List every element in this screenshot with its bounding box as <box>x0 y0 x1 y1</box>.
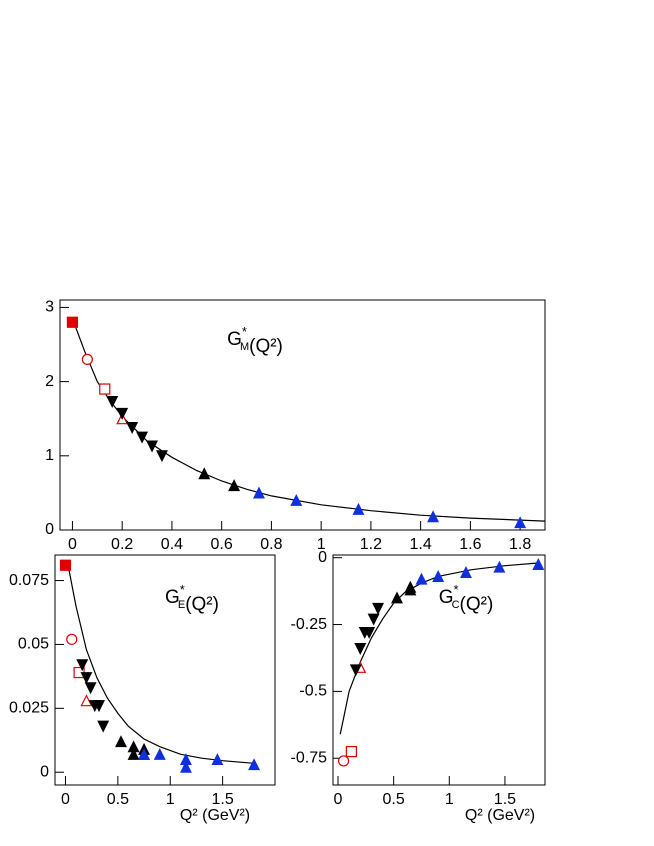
plot-frame <box>59 299 546 531</box>
title-sub: M <box>240 341 249 353</box>
y-tick-label: -0.75 <box>291 749 328 766</box>
marker-triangle-up <box>248 758 261 771</box>
y-tick-label: -0.5 <box>299 683 327 700</box>
title-sup: * <box>454 582 459 597</box>
x-tick-label: 0.8 <box>260 536 282 553</box>
marker-triangle-down <box>76 659 89 672</box>
marker-triangle-down <box>97 720 110 733</box>
y-tick-label: 0.05 <box>18 636 49 653</box>
x-tick-label: 1 <box>317 536 326 553</box>
marker-triangle-up <box>460 566 472 578</box>
panel-title: G* C(Q²) <box>439 582 494 615</box>
marker-triangle-up <box>532 558 545 570</box>
marker-triangle-up <box>352 502 365 515</box>
marker-triangle-down <box>363 626 376 639</box>
marker-triangle-down <box>80 672 93 685</box>
x-tick-label: 1.4 <box>410 536 432 553</box>
y-tick-label: 2 <box>45 373 54 390</box>
y-tick-label: 0 <box>45 521 54 538</box>
marker-triangle-up <box>153 747 166 760</box>
x-tick-label: 0 <box>68 536 77 553</box>
marker-triangle-down <box>354 643 367 655</box>
x-tick-label: 1.8 <box>509 536 531 553</box>
marker-triangle-down <box>156 450 168 463</box>
panel-title: G* M(Q²) <box>227 324 283 357</box>
marker-triangle-up <box>228 479 241 492</box>
x-tick-label: 0 <box>61 791 70 808</box>
marker-square <box>345 745 357 758</box>
x-tick-label: 1.2 <box>360 536 382 553</box>
y-tick-label: 0 <box>40 763 49 780</box>
marker-triangle-up <box>290 493 303 506</box>
marker-triangle-down <box>367 613 380 626</box>
title-text: (Q²) <box>460 594 494 615</box>
title-sub: C <box>452 599 460 611</box>
panel-title: G* E(Q²) <box>165 582 219 615</box>
marker-circle <box>81 353 93 365</box>
x-axis-label: Q² (GeV²) <box>465 807 535 824</box>
x-tick-label: 0.5 <box>107 791 129 808</box>
marker-square <box>66 316 79 328</box>
title-text: (Q²) <box>185 594 219 615</box>
x-tick-label: 0.6 <box>211 536 233 553</box>
plot-frame <box>332 554 546 786</box>
marker-triangle-down <box>106 396 119 408</box>
marker-circle <box>337 755 350 767</box>
y-tick-label: 0 <box>318 549 327 566</box>
title-sup: * <box>242 324 247 339</box>
y-tick-label: 0.025 <box>9 700 49 717</box>
title-sub: E <box>178 599 185 611</box>
y-tick-label: 0.075 <box>9 572 49 589</box>
title-text: G <box>227 329 242 350</box>
x-tick-label: 0 <box>334 791 343 808</box>
marker-triangle-up <box>493 560 506 573</box>
plot-frame <box>54 554 276 786</box>
marker-triangle-down <box>136 431 149 444</box>
title-text: G <box>439 587 454 608</box>
marker-circle <box>66 633 78 645</box>
x-axis-label: Q² (GeV²) <box>180 807 250 824</box>
marker-triangle-up <box>115 735 127 748</box>
x-tick-label: 0.5 <box>383 791 405 808</box>
marker-triangle-up <box>415 572 428 585</box>
x-tick-label: 0.2 <box>111 536 133 553</box>
marker-triangle-up <box>404 580 417 593</box>
marker-square <box>59 559 72 571</box>
title-sup: * <box>180 582 185 597</box>
marker-triangle-up <box>432 570 445 582</box>
title-text: G <box>165 587 180 608</box>
marker-triangle-down <box>84 682 97 695</box>
marker-triangle-up <box>127 747 140 760</box>
x-tick-label: 1.5 <box>494 791 516 808</box>
marker-triangle-up <box>138 747 151 760</box>
marker-triangle-up <box>427 510 440 523</box>
x-tick-label: 1.6 <box>459 536 481 553</box>
marker-triangle-up <box>80 694 93 707</box>
x-tick-label: 1 <box>166 791 175 808</box>
marker-triangle-up <box>514 516 527 529</box>
marker-triangle-up <box>253 486 265 499</box>
marker-triangle-down <box>93 700 105 713</box>
marker-triangle-down <box>126 422 139 434</box>
marker-triangle-up <box>179 760 192 773</box>
x-tick-label: 0.4 <box>161 536 183 553</box>
model-curve <box>67 562 255 764</box>
y-tick-label: -0.25 <box>291 616 328 633</box>
y-tick-label: 3 <box>45 299 54 316</box>
marker-triangle-up <box>211 753 224 766</box>
marker-triangle-down <box>116 407 129 420</box>
marker-triangle-down <box>372 602 385 615</box>
x-tick-label: 1.5 <box>211 791 233 808</box>
marker-triangle-down <box>146 440 158 453</box>
x-tick-label: 1 <box>445 791 454 808</box>
title-text: (Q²) <box>249 336 283 357</box>
marker-triangle-down <box>349 664 362 677</box>
marker-square <box>99 383 111 395</box>
marker-triangle-up <box>391 591 403 604</box>
marker-triangle-up <box>198 467 211 480</box>
y-tick-label: 1 <box>45 447 54 464</box>
model-curve <box>71 318 546 522</box>
